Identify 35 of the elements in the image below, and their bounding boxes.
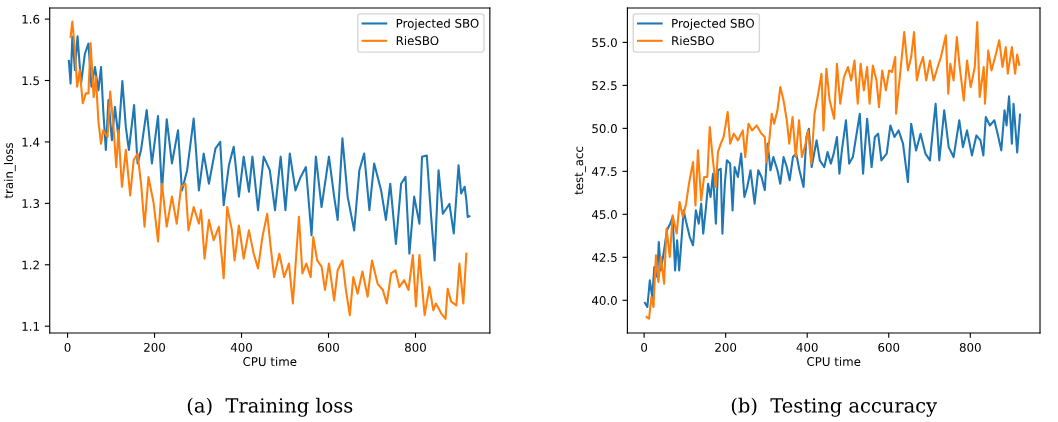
- x-tick-label: 800: [405, 342, 426, 352]
- y-tick-label: 1.2: [22, 260, 39, 270]
- y-tick-label: 47.5: [591, 167, 617, 176]
- y-tick-label: 45.0: [591, 210, 617, 219]
- y-tick-label: 1.1: [22, 322, 39, 331]
- legend-label: RieSBO: [672, 35, 714, 46]
- legend-label: Projected SBO: [396, 18, 479, 31]
- y-tick-label: 1.4: [22, 137, 40, 147]
- line-series: [67, 35, 471, 262]
- x-tick-label: 600: [318, 342, 339, 352]
- x-tick-label: 200: [144, 342, 166, 352]
- legend-label: RieSBO: [396, 35, 439, 46]
- line-series: [643, 95, 1022, 309]
- y-tick-label: 1.3: [22, 199, 40, 208]
- x-axis-title: CPU time: [807, 356, 861, 367]
- x-tick-label: 200: [715, 342, 737, 352]
- x-tick-label: 400: [796, 342, 818, 352]
- x-tick-label: 0: [64, 342, 71, 352]
- legend-label: Projected SBO: [672, 18, 754, 31]
- x-tick-label: 0: [641, 342, 648, 352]
- y-axis-title: test_acc: [574, 146, 586, 195]
- y-tick-label: 1.5: [22, 76, 39, 86]
- x-axis-title: CPU time: [243, 356, 297, 367]
- y-tick-label: 42.5: [591, 253, 617, 262]
- x-tick-label: 400: [230, 342, 252, 352]
- y-axis-title: train_loss: [3, 142, 16, 199]
- y-tick-label: 55.0: [592, 38, 617, 48]
- y-tick-label: 1.6: [22, 14, 40, 24]
- y-tick-label: 40.0: [591, 296, 617, 305]
- y-tick-label: 52.5: [592, 81, 617, 91]
- x-tick-label: 600: [878, 342, 900, 352]
- text: (a) Training loss: [187, 397, 353, 417]
- text: (b) Testing accuracy: [731, 397, 938, 417]
- x-tick-label: 800: [959, 342, 981, 352]
- y-tick-label: 50.0: [592, 124, 617, 134]
